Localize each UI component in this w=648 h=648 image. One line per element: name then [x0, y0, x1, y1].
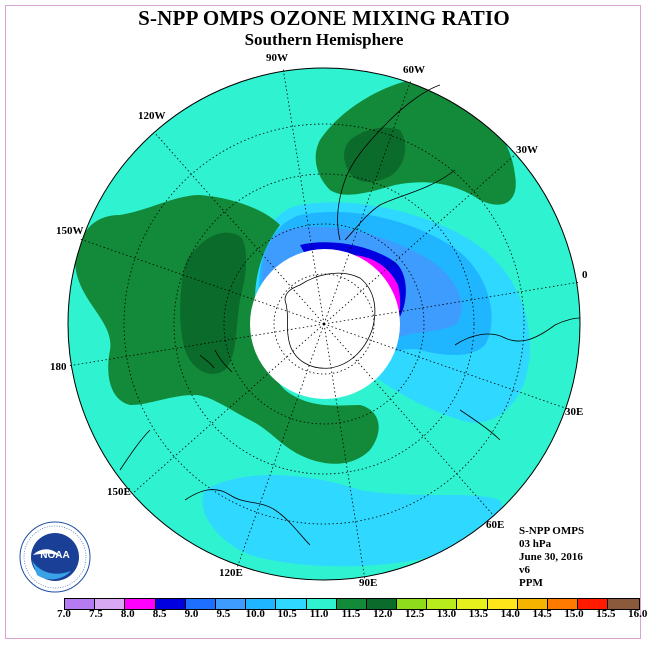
colorbar-tick-label: 16.0 [628, 608, 648, 620]
colorbar-tick-label: 7.0 [57, 608, 71, 620]
nz-coast [199, 349, 233, 373]
colorbar-tick-label: 11.5 [341, 608, 361, 620]
dark-green-core-west [180, 232, 247, 374]
colorbar-tick-label: 7.5 [89, 608, 103, 620]
coastlines [119, 84, 581, 546]
map-rim [67, 67, 581, 581]
noaa-logo: NOAA [19, 521, 91, 593]
graticule [67, 67, 581, 581]
lon-label-60e: 60E [486, 519, 504, 531]
colorbar-segment [427, 599, 458, 609]
lon-label-150w: 150W [56, 225, 84, 237]
lon-label-150e: 150E [107, 486, 131, 498]
colorbar-tick-label: 10.5 [277, 608, 297, 620]
lon-label-120w: 120W [138, 110, 166, 122]
south-america-coast [337, 84, 456, 241]
lon-label-90e: 90E [359, 577, 377, 589]
info-instrument: S-NPP OMPS [519, 525, 585, 537]
dark-green-core-north [344, 127, 406, 182]
colorbar-segment [487, 599, 518, 609]
colorbar-ticks: 7.0 7.5 8.0 8.5 9.0 9.5 10.0 10.5 11.0 11.5 12.0 12… [0, 608, 648, 622]
colorbar-segment [608, 599, 639, 609]
colorbar-segment [548, 599, 579, 609]
colorbar-tick-label: 15.0 [564, 608, 584, 620]
info-version: v6 [519, 564, 530, 576]
colorbar-segment [246, 599, 277, 609]
info-date: June 30, 2016 [519, 551, 583, 563]
colorbar-tick-label: 8.5 [152, 608, 167, 620]
lon-label-120e: 120E [219, 567, 243, 579]
australia-coast [119, 429, 311, 546]
colorbar-segment [306, 599, 337, 609]
colorbar-tick-label: 11.0 [309, 608, 329, 620]
colorbar-tick-label: 13.5 [468, 608, 489, 620]
colorbar-segment [65, 599, 96, 609]
light-blue-pacific [202, 475, 502, 567]
colorbar-segment [457, 599, 488, 609]
info-units: PPM [519, 577, 543, 589]
lon-label-30e: 30E [565, 406, 583, 418]
colorbar-segment [397, 599, 428, 609]
lon-label-60w: 60W [403, 64, 425, 76]
colorbar-segment [155, 599, 186, 609]
info-block: S-NPP OMPS 03 hPa June 30, 2016 v6 PPM [519, 525, 584, 590]
colorbar-tick-label: 12.5 [405, 608, 425, 620]
map-subtitle: Southern Hemisphere [244, 30, 404, 49]
colorbar-tick-label: 9.0 [184, 608, 199, 620]
antarctica-coast [284, 272, 376, 369]
figure-frame [5, 5, 641, 639]
colorbar-tick-label: 13.0 [436, 608, 457, 620]
colorbar-segment [578, 599, 609, 609]
colorbar-tick-label: 10.0 [245, 608, 265, 620]
lon-label-180: 180 [50, 361, 67, 373]
colorbar-segment [366, 599, 398, 609]
colorbar [64, 598, 640, 610]
colorbar-segment [215, 599, 247, 609]
lon-label-90w: 90W [266, 52, 288, 64]
map-title: S-NPP OMPS OZONE MIXING RATIO [138, 6, 510, 30]
info-level: 03 hPa [519, 538, 552, 550]
colorbar-segment [276, 599, 307, 609]
lon-label-30w: 30W [516, 144, 538, 156]
lon-label-0: 0 [582, 269, 588, 281]
colorbar-tick-label: 9.5 [216, 608, 231, 620]
colorbar-tick-label: 12.0 [373, 608, 393, 620]
colorbar-segment [336, 599, 367, 609]
colorbar-segment [95, 599, 126, 609]
longitude-labels: 90W 60W 30W 0 30E 60E 90E 120E 150E 180 … [50, 52, 588, 589]
colorbar-segment [185, 599, 216, 609]
africa-coast [454, 317, 581, 441]
colorbar-segment [125, 599, 156, 609]
colorbar-segment [517, 599, 548, 609]
logo-text: NOAA [40, 550, 69, 561]
colorbar-tick-label: 8.0 [120, 608, 135, 620]
colorbar-tick-label: 14.5 [532, 608, 552, 620]
colorbar-tick-label: 15.5 [596, 608, 616, 620]
colorbar-tick-label: 14.0 [500, 608, 520, 620]
